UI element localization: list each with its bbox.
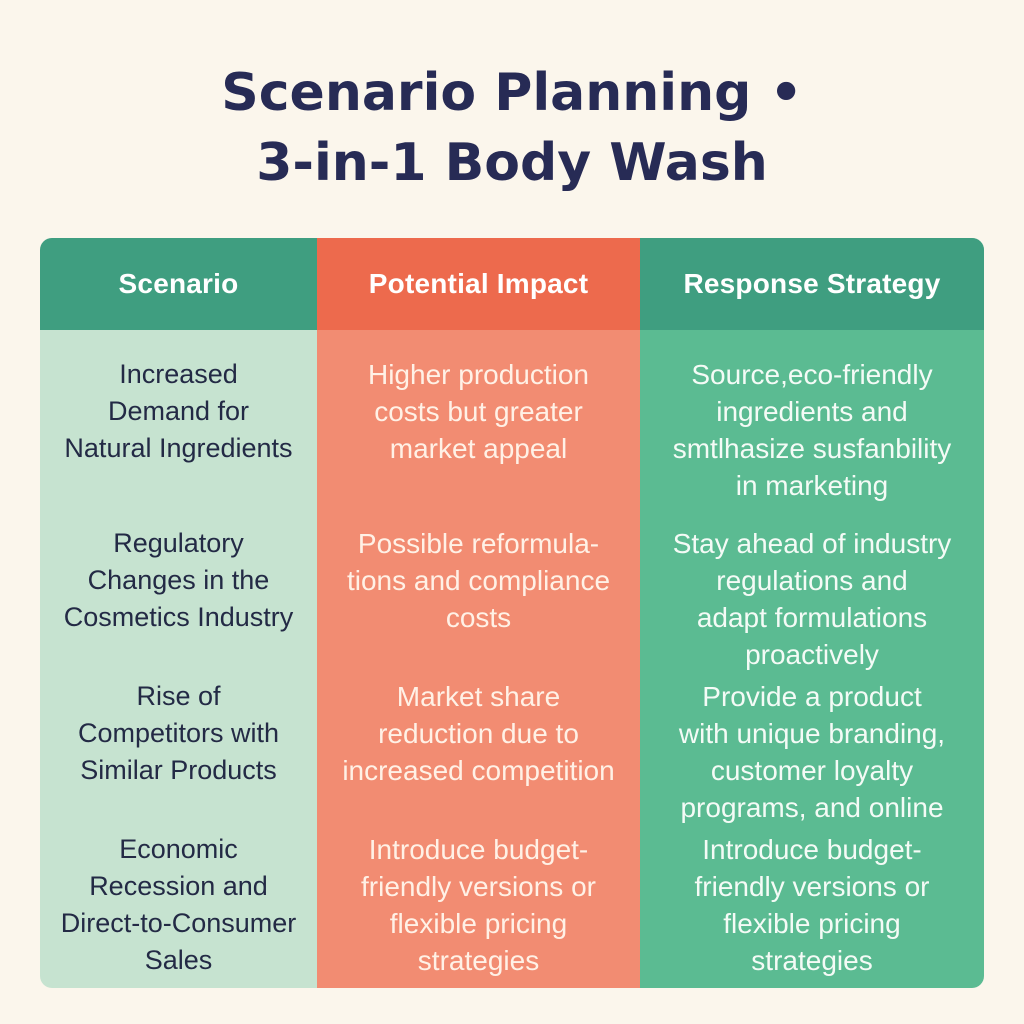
strategy-cell: Provide a product with unique branding, …: [678, 681, 946, 823]
scenario-cell: Rise of Competitors with Similar Product…: [77, 681, 280, 785]
impact-cell: Possible reformula- tions and compliance…: [346, 528, 611, 633]
strategy-cell: Stay ahead of industry regulations and a…: [672, 528, 952, 670]
strategy-column: Response Strategy Source,eco-friendly in…: [640, 238, 984, 988]
strategy-header: Response Strategy: [640, 238, 984, 330]
scenario-column: Scenario Increased Demand for Natural In…: [40, 238, 317, 988]
scenario-header: Scenario: [40, 238, 317, 330]
title-line-2: 3-in-1 Body Wash: [256, 133, 768, 193]
impact-column: Potential Impact Higher production costs…: [317, 238, 640, 988]
impact-cell: Higher production costs but greater mark…: [367, 359, 590, 464]
impact-cell: Market share reduction due to increased …: [342, 681, 615, 786]
scenario-cell: Economic Recession and Direct-to-Consume…: [60, 834, 297, 975]
scenario-table: Scenario Increased Demand for Natural In…: [40, 238, 984, 988]
scenario-cell: Increased Demand for Natural Ingredients: [64, 359, 293, 463]
impact-cell: Introduce budget- friendly versions or f…: [361, 834, 596, 976]
strategy-cell: Introduce budget- friendly versions or f…: [694, 834, 930, 976]
title-line-1: Scenario Planning •: [221, 63, 803, 123]
page-title: Scenario Planning • 3-in-1 Body Wash: [0, 58, 1024, 198]
impact-header: Potential Impact: [317, 238, 640, 330]
strategy-cell: Source,eco-friendly ingredients and smtl…: [672, 359, 952, 501]
scenario-cell: Regulatory Changes in the Cosmetics Indu…: [63, 528, 294, 632]
